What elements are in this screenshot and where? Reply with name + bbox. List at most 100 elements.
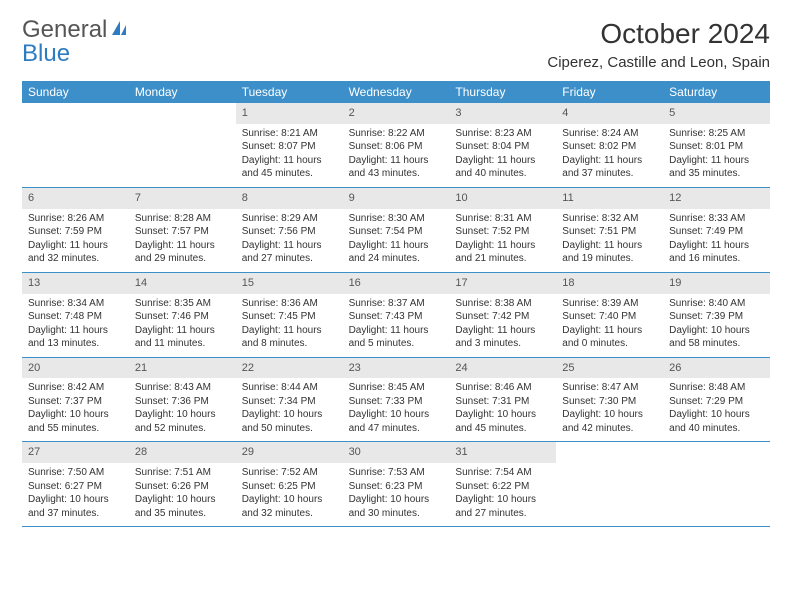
brand-logo: General Blue [22,18,132,66]
daylight-text: Daylight: 10 hours and 35 minutes. [135,493,230,520]
date-number: 8 [236,188,343,209]
calendar-cell: 23Sunrise: 8:45 AMSunset: 7:33 PMDayligh… [343,358,450,442]
calendar-cell: 1Sunrise: 8:21 AMSunset: 8:07 PMDaylight… [236,103,343,187]
sunrise-text: Sunrise: 8:46 AM [455,381,550,395]
calendar-cell: 4Sunrise: 8:24 AMSunset: 8:02 PMDaylight… [556,103,663,187]
sunset-text: Sunset: 7:59 PM [28,225,123,239]
calendar-page: General Blue October 2024 Ciperez, Casti… [0,0,792,612]
cell-body: Sunrise: 8:45 AMSunset: 7:33 PMDaylight:… [343,381,450,435]
cell-body: Sunrise: 8:30 AMSunset: 7:54 PMDaylight:… [343,212,450,266]
date-number: 28 [129,442,236,463]
calendar-cell: .... [22,103,129,187]
sunrise-text: Sunrise: 7:51 AM [135,466,230,480]
weekday-header-row: SundayMondayTuesdayWednesdayThursdayFrid… [22,81,770,103]
date-number: 29 [236,442,343,463]
sunset-text: Sunset: 7:42 PM [455,310,550,324]
cell-body: Sunrise: 8:32 AMSunset: 7:51 PMDaylight:… [556,212,663,266]
calendar-cell: 29Sunrise: 7:52 AMSunset: 6:25 PMDayligh… [236,442,343,526]
calendar-cell: 25Sunrise: 8:47 AMSunset: 7:30 PMDayligh… [556,358,663,442]
date-number: 24 [449,358,556,379]
weekday-header: Wednesday [343,81,450,103]
brand-word-2: Blue [22,40,70,67]
calendar-cell: 8 Sunrise: 8:29 AMSunset: 7:56 PMDaylight… [236,188,343,272]
date-number: 19 [663,273,770,294]
date-number: 9 [343,188,450,209]
sunrise-text: Sunrise: 8:43 AM [135,381,230,395]
daylight-text: Daylight: 11 hours and 43 minutes. [349,154,444,181]
weekday-header: Monday [129,81,236,103]
cell-body: Sunrise: 8:48 AMSunset: 7:29 PMDaylight:… [663,381,770,435]
daylight-text: Daylight: 10 hours and 50 minutes. [242,408,337,435]
sunset-text: Sunset: 6:27 PM [28,480,123,494]
calendar-cell: 28Sunrise: 7:51 AMSunset: 6:26 PMDayligh… [129,442,236,526]
date-number: 20 [22,358,129,379]
sunrise-text: Sunrise: 8:21 AM [242,127,337,141]
sunset-text: Sunset: 7:56 PM [242,225,337,239]
date-number: 14 [129,273,236,294]
calendar-cell: .... [663,442,770,526]
sunset-text: Sunset: 7:34 PM [242,395,337,409]
sunset-text: Sunset: 7:40 PM [562,310,657,324]
sunrise-text: Sunrise: 8:48 AM [669,381,764,395]
sunrise-text: Sunrise: 8:37 AM [349,297,444,311]
daylight-text: Daylight: 10 hours and 32 minutes. [242,493,337,520]
calendar-cell: .... [556,442,663,526]
sunrise-text: Sunrise: 8:25 AM [669,127,764,141]
sunrise-text: Sunrise: 8:29 AM [242,212,337,226]
sunset-text: Sunset: 8:06 PM [349,140,444,154]
sunset-text: Sunset: 6:25 PM [242,480,337,494]
sunrise-text: Sunrise: 8:34 AM [28,297,123,311]
date-number: 3 [449,103,556,124]
calendar-grid: SundayMondayTuesdayWednesdayThursdayFrid… [22,81,770,527]
daylight-text: Daylight: 11 hours and 32 minutes. [28,239,123,266]
sunrise-text: Sunrise: 8:30 AM [349,212,444,226]
sail-icon [107,16,132,43]
sunrise-text: Sunrise: 8:28 AM [135,212,230,226]
date-number: 2 [343,103,450,124]
daylight-text: Daylight: 10 hours and 47 minutes. [349,408,444,435]
sunset-text: Sunset: 7:54 PM [349,225,444,239]
sunrise-text: Sunrise: 8:31 AM [455,212,550,226]
calendar-cell: 16Sunrise: 8:37 AMSunset: 7:43 PMDayligh… [343,273,450,357]
daylight-text: Daylight: 11 hours and 35 minutes. [669,154,764,181]
cell-body: Sunrise: 8:26 AMSunset: 7:59 PMDaylight:… [22,212,129,266]
cell-body: Sunrise: 8:44 AMSunset: 7:34 PMDaylight:… [236,381,343,435]
date-number: 26 [663,358,770,379]
sunrise-text: Sunrise: 8:40 AM [669,297,764,311]
daylight-text: Daylight: 11 hours and 40 minutes. [455,154,550,181]
calendar-week: 13Sunrise: 8:34 AMSunset: 7:48 PMDayligh… [22,273,770,358]
calendar-week: 20Sunrise: 8:42 AMSunset: 7:37 PMDayligh… [22,358,770,443]
weekday-header: Saturday [663,81,770,103]
sunrise-text: Sunrise: 8:24 AM [562,127,657,141]
sunset-text: Sunset: 7:39 PM [669,310,764,324]
brand-word-1: General [22,16,107,43]
daylight-text: Daylight: 11 hours and 13 minutes. [28,324,123,351]
cell-body: Sunrise: 8:28 AMSunset: 7:57 PMDaylight:… [129,212,236,266]
calendar-cell: 6Sunrise: 8:26 AMSunset: 7:59 PMDaylight… [22,188,129,272]
calendar-cell: 2Sunrise: 8:22 AMSunset: 8:06 PMDaylight… [343,103,450,187]
cell-body: Sunrise: 8:37 AMSunset: 7:43 PMDaylight:… [343,297,450,351]
sunset-text: Sunset: 8:07 PM [242,140,337,154]
daylight-text: Daylight: 10 hours and 27 minutes. [455,493,550,520]
cell-body: Sunrise: 8:47 AMSunset: 7:30 PMDaylight:… [556,381,663,435]
sunrise-text: Sunrise: 7:50 AM [28,466,123,480]
weekday-header: Tuesday [236,81,343,103]
sunrise-text: Sunrise: 8:35 AM [135,297,230,311]
date-number: 17 [449,273,556,294]
calendar-cell: 10Sunrise: 8:31 AMSunset: 7:52 PMDayligh… [449,188,556,272]
sunrise-text: Sunrise: 8:32 AM [562,212,657,226]
sunset-text: Sunset: 7:37 PM [28,395,123,409]
date-number: 21 [129,358,236,379]
sunset-text: Sunset: 7:43 PM [349,310,444,324]
calendar-cell: 17Sunrise: 8:38 AMSunset: 7:42 PMDayligh… [449,273,556,357]
calendar-cell: 27Sunrise: 7:50 AMSunset: 6:27 PMDayligh… [22,442,129,526]
location-subtitle: Ciperez, Castille and Leon, Spain [547,54,770,71]
cell-body: Sunrise: 7:53 AMSunset: 6:23 PMDaylight:… [343,466,450,520]
calendar-cell: 14Sunrise: 8:35 AMSunset: 7:46 PMDayligh… [129,273,236,357]
sunrise-text: Sunrise: 7:54 AM [455,466,550,480]
sunset-text: Sunset: 6:22 PM [455,480,550,494]
calendar-cell: 20Sunrise: 8:42 AMSunset: 7:37 PMDayligh… [22,358,129,442]
daylight-text: Daylight: 11 hours and 27 minutes. [242,239,337,266]
daylight-text: Daylight: 11 hours and 16 minutes. [669,239,764,266]
daylight-text: Daylight: 11 hours and 19 minutes. [562,239,657,266]
